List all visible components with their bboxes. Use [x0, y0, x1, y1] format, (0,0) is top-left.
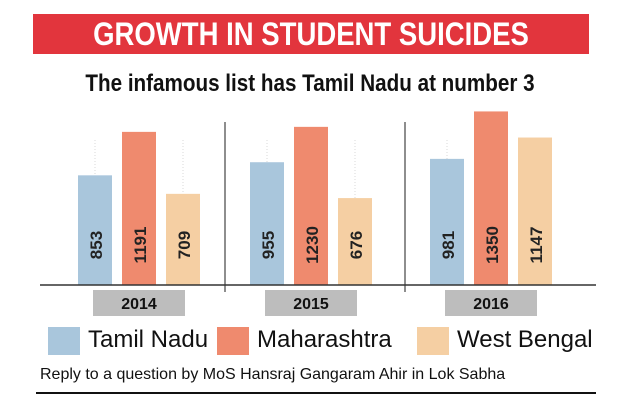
chart-title: GROWTH IN STUDENT SUICIDES: [93, 16, 529, 52]
bar-maharashtra-2016: [474, 111, 508, 285]
data-label-maharashtra-2016: 1350: [483, 226, 502, 264]
x-tick-label-2014: 2014: [121, 296, 157, 313]
year-tab-2015: [265, 290, 357, 316]
legend-swatch-maharashtra: [217, 327, 249, 355]
data-label-maharashtra-2014: 1191: [131, 227, 150, 264]
bar-maharashtra-2014: [122, 131, 156, 285]
legend-label-tamil-nadu: Tamil Nadu: [88, 326, 209, 353]
data-label-tamil-nadu-2015: 955: [259, 231, 278, 259]
year-tab-2016: [445, 290, 537, 316]
legend-label-maharashtra: Maharashtra: [257, 326, 392, 353]
data-label-west-bengal-2016: 1147: [527, 227, 546, 264]
data-label-tamil-nadu-2016: 981: [439, 231, 458, 259]
legend-swatch-west-bengal: [417, 327, 449, 355]
legend-swatch-tamil-nadu: [48, 327, 80, 355]
footnote-source: Reply to a question by MoS Hansraj Ganga…: [40, 366, 506, 383]
x-tick-label-2015: 2015: [293, 296, 329, 313]
bar-west-bengal-2016: [518, 137, 552, 285]
bar-maharashtra-2015: [294, 126, 328, 285]
year-tab-2014: [93, 290, 185, 316]
legend: Tamil Nadu Maharashtra West Bengal: [40, 322, 600, 358]
legend-label-west-bengal: West Bengal: [457, 326, 593, 353]
bar-tamil-nadu-2016: [430, 158, 464, 285]
bottom-divider: [36, 392, 596, 394]
x-tick-label-2016: 2016: [473, 296, 509, 313]
bar-tamil-nadu-2015: [250, 162, 284, 285]
data-label-west-bengal-2015: 676: [347, 231, 366, 259]
data-label-maharashtra-2015: 1230: [303, 226, 322, 264]
bar-tamil-nadu-2014: [78, 175, 112, 285]
chart-subtitle: The infamous list has Tamil Nadu at numb…: [85, 70, 535, 97]
bar-west-bengal-2015: [338, 198, 372, 285]
data-label-west-bengal-2014: 709: [175, 231, 194, 259]
title-banner: GROWTH IN STUDENT SUICIDES: [33, 14, 589, 54]
data-label-tamil-nadu-2014: 853: [87, 231, 106, 259]
bar-west-bengal-2014: [166, 193, 200, 285]
